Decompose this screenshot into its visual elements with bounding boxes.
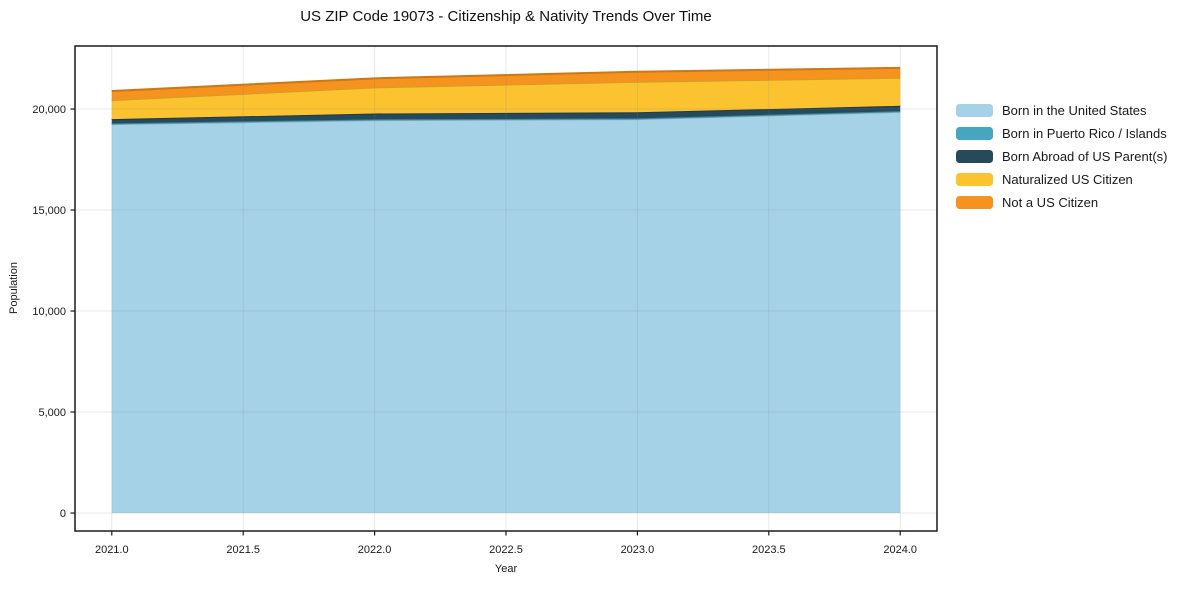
legend-swatch-born-in-puerto-rico-islands	[956, 127, 993, 140]
legend-item-born-abroad-of-us-parent-s: Born Abroad of US Parent(s)	[956, 149, 1168, 164]
legend-label: Naturalized US Citizen	[1002, 172, 1133, 187]
x-tick-label: 2022.0	[358, 544, 392, 556]
legend-item-naturalized-us-citizen: Naturalized US Citizen	[956, 172, 1167, 187]
area-edge-not-a-us-citizen	[111, 66, 901, 93]
y-tick-label: 20,000	[32, 104, 66, 116]
legend-label: Born Abroad of US Parent(s)	[1002, 149, 1168, 164]
y-tick-label: 0	[60, 508, 66, 520]
x-tick-label: 2022.5	[489, 544, 523, 556]
legend-swatch-born-abroad-of-us-parent-s	[956, 150, 993, 163]
x-tick-label: 2024.0	[883, 544, 917, 556]
legend-item-born-in-the-united-states: Born in the United States	[956, 103, 1167, 118]
y-tick-label: 5,000	[38, 407, 66, 419]
area-naturalized-us-citizen	[111, 77, 901, 120]
legend-swatch-born-in-the-united-states	[956, 104, 993, 117]
x-tick-label: 2023.0	[621, 544, 655, 556]
x-tick-label: 2023.5	[752, 544, 786, 556]
area-not-a-us-citizen	[111, 67, 901, 101]
x-axis-label: Year	[494, 563, 518, 575]
x-tick-label: 2021.0	[95, 544, 129, 556]
chart-title: US ZIP Code 19073 - Citizenship & Nativi…	[300, 8, 712, 25]
legend-swatch-not-a-us-citizen	[956, 196, 993, 209]
legend-label: Not a US Citizen	[1002, 195, 1099, 210]
legend-label: Born in Puerto Rico / Islands	[1002, 126, 1167, 141]
x-tick-label: 2021.5	[226, 544, 260, 556]
legend-label: Born in the United States	[1002, 103, 1147, 118]
legend-item-not-a-us-citizen: Not a US Citizen	[956, 195, 1167, 210]
legend-swatch-naturalized-us-citizen	[956, 173, 993, 186]
y-axis-label: Population	[8, 262, 20, 314]
area-born-abroad-of-us-parent-s	[111, 105, 901, 124]
area-born-in-the-united-states	[111, 111, 901, 514]
legend: Born in the United States Born in Puerto …	[956, 103, 1168, 219]
y-tick-label: 15,000	[32, 205, 66, 217]
y-tick-label: 10,000	[32, 306, 66, 318]
legend-item-born-in-puerto-rico-islands: Born in Puerto Rico / Islands	[956, 126, 1167, 141]
